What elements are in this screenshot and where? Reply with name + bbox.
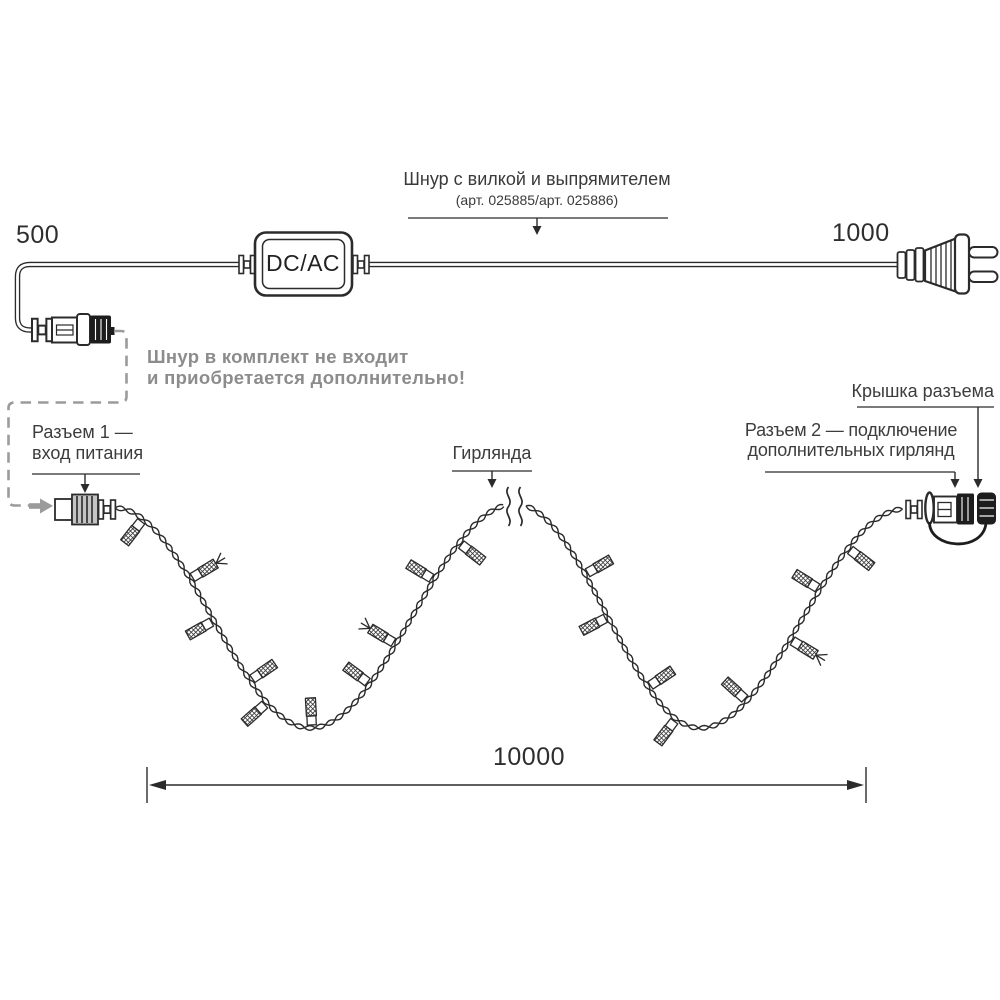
lamp-part <box>797 640 819 660</box>
lamp-part <box>184 621 207 641</box>
connector-cap <box>977 492 996 525</box>
lamp-whisker <box>216 562 228 565</box>
dcac-label: DC/AC <box>265 250 341 276</box>
lamp-part <box>791 568 814 589</box>
connector1-line2: вход питания <box>32 443 144 463</box>
garland-lamp <box>342 661 371 687</box>
dimension-line-bottom <box>146 767 867 803</box>
dimension-500: 500 <box>16 221 60 249</box>
cap-label: Крышка разъема <box>851 381 994 401</box>
lamp-whisker <box>215 557 226 564</box>
garland-lamp <box>249 658 279 684</box>
note-line1: Шнур в комплект не входит <box>147 346 409 367</box>
garland-wire-strand <box>114 504 903 732</box>
lamp-part <box>306 715 317 726</box>
lamp-part <box>654 665 677 686</box>
garland-lamp <box>457 540 487 566</box>
lamp-part <box>342 661 364 682</box>
cord-article-numbers: (арт. 025885/арт. 025886) <box>455 192 619 208</box>
garland-label: Гирлянда <box>452 443 532 463</box>
guide-arrow-icon <box>29 498 53 514</box>
note-cord-not-included: Шнур в комплект не входит и приобретается… <box>147 346 465 388</box>
lamp-whisker <box>815 654 826 662</box>
garland-lamp <box>120 517 146 547</box>
garland-lamp <box>584 554 615 578</box>
garland-lamp <box>405 559 435 583</box>
garland-lamp <box>789 636 828 666</box>
cord-title: Шнур с вилкой и выпрямителем <box>403 169 671 189</box>
lamp-part <box>120 524 141 547</box>
note-line2: и приобретается дополнительно! <box>147 367 466 388</box>
garland-lamp <box>184 617 215 641</box>
power-cord <box>14 261 897 333</box>
connector2-line2: дополнительных гирлянд <box>747 440 955 460</box>
connector2-line1: Разъем 2 — подключение <box>744 420 958 440</box>
garland-wire <box>114 503 903 747</box>
lamp-whisker <box>816 653 828 656</box>
lamp-part <box>197 558 219 578</box>
lamp-part <box>578 617 601 636</box>
lamp-whisker <box>358 627 370 630</box>
lamp-whisker <box>364 617 371 629</box>
lamp-part <box>367 623 389 643</box>
garland-lamp <box>189 552 228 582</box>
lamp-part <box>304 697 318 717</box>
lamp-part <box>256 658 279 679</box>
garland-lamp <box>578 613 609 636</box>
label-leaders <box>32 217 994 493</box>
garland-lamp <box>653 717 679 747</box>
lamp-part <box>592 554 615 574</box>
connector1-line1: Разъем 1 — <box>32 422 133 442</box>
garland-lamp <box>720 676 749 703</box>
power-plug <box>896 233 999 295</box>
dcac-adapter-box <box>238 231 370 297</box>
lamp-part <box>653 724 674 747</box>
garland-lamp <box>791 568 821 593</box>
cap-lanyard <box>928 521 988 546</box>
connector-black-cap <box>90 315 115 344</box>
cord-connector <box>31 313 115 346</box>
garland-wire-strand <box>114 503 903 731</box>
dashed-guide-path <box>7 329 128 514</box>
wire-break-marks <box>506 486 523 527</box>
lamp-part <box>405 559 428 579</box>
dimension-10000: 10000 <box>492 743 566 771</box>
garland-lamp <box>358 617 397 647</box>
lamp-whisker <box>815 654 822 666</box>
garland-lamp <box>240 700 269 727</box>
garland-lamp <box>647 665 677 690</box>
lamp-part <box>853 550 876 572</box>
garland-lamp <box>304 697 318 726</box>
lamp-whisker <box>360 622 371 629</box>
garland-connector-2 <box>905 491 996 546</box>
lamp-part <box>720 676 743 698</box>
lamp-whisker <box>215 552 222 564</box>
connector2-label: Разъем 2 — подключение дополнительных гир… <box>742 420 960 460</box>
connector1-label: Разъем 1 — вход питания <box>32 422 143 464</box>
garland-lamp <box>846 545 876 572</box>
dimension-1000: 1000 <box>832 219 890 247</box>
lamp-part <box>240 706 262 727</box>
garland-connector-1 <box>54 493 117 526</box>
lamp-part <box>464 545 487 566</box>
